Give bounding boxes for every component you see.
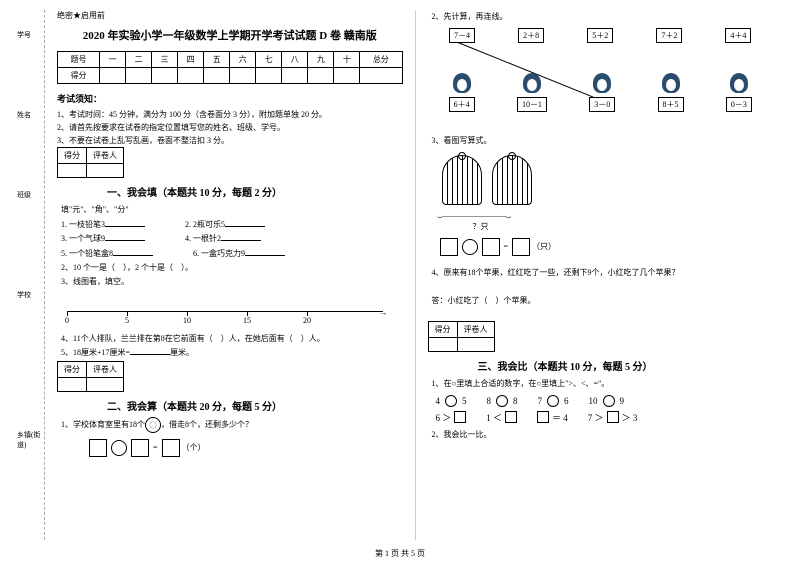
secret-label: 绝密★启用前	[57, 10, 403, 21]
q: 2、先计算，再连线。	[432, 10, 774, 24]
th: 二	[126, 52, 152, 68]
q: 填"元"、"角"、"分"	[61, 203, 403, 217]
section3-title: 三、我会比（本题共 10 分，每题 5 分）	[478, 358, 774, 373]
penguin-icon	[661, 71, 681, 95]
compare-row: 6 ＞ 1 ＜ ＝ 4 7 ＞＞ 3	[436, 411, 774, 424]
rules-list: 1、考试时间：45 分钟，满分为 100 分（含卷面分 3 分），附加题单独 2…	[57, 109, 403, 147]
th: 六	[230, 52, 256, 68]
th: 八	[282, 52, 308, 68]
q: 1、学校体育室里有18个，借走8个，还剩多少个？	[61, 417, 403, 433]
binding-margin: 学号 姓名 班级 学校 乡镇(街道)	[15, 10, 45, 540]
page-footer: 第 1 页 共 5 页	[0, 548, 800, 559]
soccer-icon	[145, 417, 161, 433]
section2-title: 二、我会算（本题共 20 分，每题 5 分）	[107, 398, 403, 413]
binding-label: 姓名	[17, 110, 31, 120]
th: 题号	[58, 52, 100, 68]
calc-box: 5＋2	[587, 28, 613, 43]
calc-box: 2＋8	[518, 28, 544, 43]
brace-label: ？只	[473, 221, 774, 232]
number-line: → 0 5 10 15 20	[57, 296, 403, 326]
right-column: 2、先计算，再连线。 7－4 2＋8 5＋2 7＋2 4＋4 6＋4 10－1 …	[416, 10, 786, 540]
rule-item: 1、考试时间：45 分钟，满分为 100 分（含卷面分 3 分），附加题单独 2…	[57, 109, 403, 122]
q-row: 3. 一个气球9 4. 一根针2	[61, 232, 403, 246]
binding-label: 学校	[17, 290, 31, 300]
th: 四	[178, 52, 204, 68]
rules-title: 考试须知：	[57, 92, 403, 105]
rule-item: 2、请首先按要求在试卷的指定位置填写您的姓名、班级、学号。	[57, 122, 403, 135]
score-mini: 得分评卷人	[57, 361, 124, 392]
th: 九	[308, 52, 334, 68]
th: 十	[334, 52, 360, 68]
q: 3、看图写算式。	[432, 134, 774, 148]
rule-item: 3、不要在试卷上乱写乱画，卷面不整洁扣 3 分。	[57, 135, 403, 148]
calc-box: 4＋4	[725, 28, 751, 43]
equation: = （只）	[438, 238, 774, 256]
score-mini: 得分评卷人	[428, 321, 495, 352]
calc-box: 7＋2	[656, 28, 682, 43]
penguin-icon	[592, 71, 612, 95]
th: 五	[204, 52, 230, 68]
exam-title: 2020 年实验小学一年级数学上学期开学考试试题 D 卷 赣南版	[57, 27, 403, 43]
penguin-icon	[729, 71, 749, 95]
q: 4、11个人排队，兰兰排在第8在它前面有（ ）人，在她后面有（ ）人。	[61, 332, 403, 346]
q: 5、18厘米+17厘米=厘米。	[61, 346, 403, 360]
td: 得分	[58, 68, 100, 84]
th: 七	[256, 52, 282, 68]
q: 2、10 个一是（ ），2 个十是（ ）。	[61, 261, 403, 275]
binding-label: 班级	[17, 190, 31, 200]
q: 3、线图看，填空。	[61, 275, 403, 289]
equation: = （个）	[87, 439, 403, 457]
cage-icon	[442, 155, 482, 205]
q: 4、原来有18个苹果，红红吃了一些，还剩下9个，小红吃了几个苹果？	[432, 266, 774, 280]
brace: ⏟________________⏟	[438, 209, 774, 219]
penguin-icon	[452, 71, 472, 95]
connect-diagram: 7－4 2＋8 5＋2 7＋2 4＋4 6＋4 10－1 3－0 8＋5 0－3	[428, 24, 774, 134]
cage-group	[438, 155, 774, 207]
left-column: 绝密★启用前 2020 年实验小学一年级数学上学期开学考试试题 D 卷 赣南版 …	[45, 10, 416, 540]
binding-label: 乡镇(街道)	[17, 430, 44, 450]
score-mini: 得分评卷人	[57, 147, 124, 178]
th: 总分	[360, 52, 402, 68]
compare-row: 45 88 76 109	[436, 395, 774, 407]
q: 1、在○里填上合适的数字，在○里填上">、<、="。	[432, 377, 774, 391]
q: 2、我会比一比。	[432, 428, 774, 442]
binding-label: 学号	[17, 30, 31, 40]
score-table: 题号 一 二 三 四 五 六 七 八 九 十 总分 得分	[57, 51, 403, 84]
penguin-icon	[522, 71, 542, 95]
calc-box: 7－4	[449, 28, 475, 43]
answer: 答：小红吃了（ ）个苹果。	[432, 294, 774, 308]
q-row: 1. 一枝铅笔3 2. 2瓶可乐5	[61, 218, 403, 232]
q-row: 5. 一个铅笔盒8 6. 一盒巧克力9	[61, 247, 403, 261]
th: 三	[152, 52, 178, 68]
th: 一	[100, 52, 126, 68]
cage-icon	[492, 155, 532, 205]
section1-title: 一、我会填（本题共 10 分，每题 2 分）	[107, 184, 403, 199]
